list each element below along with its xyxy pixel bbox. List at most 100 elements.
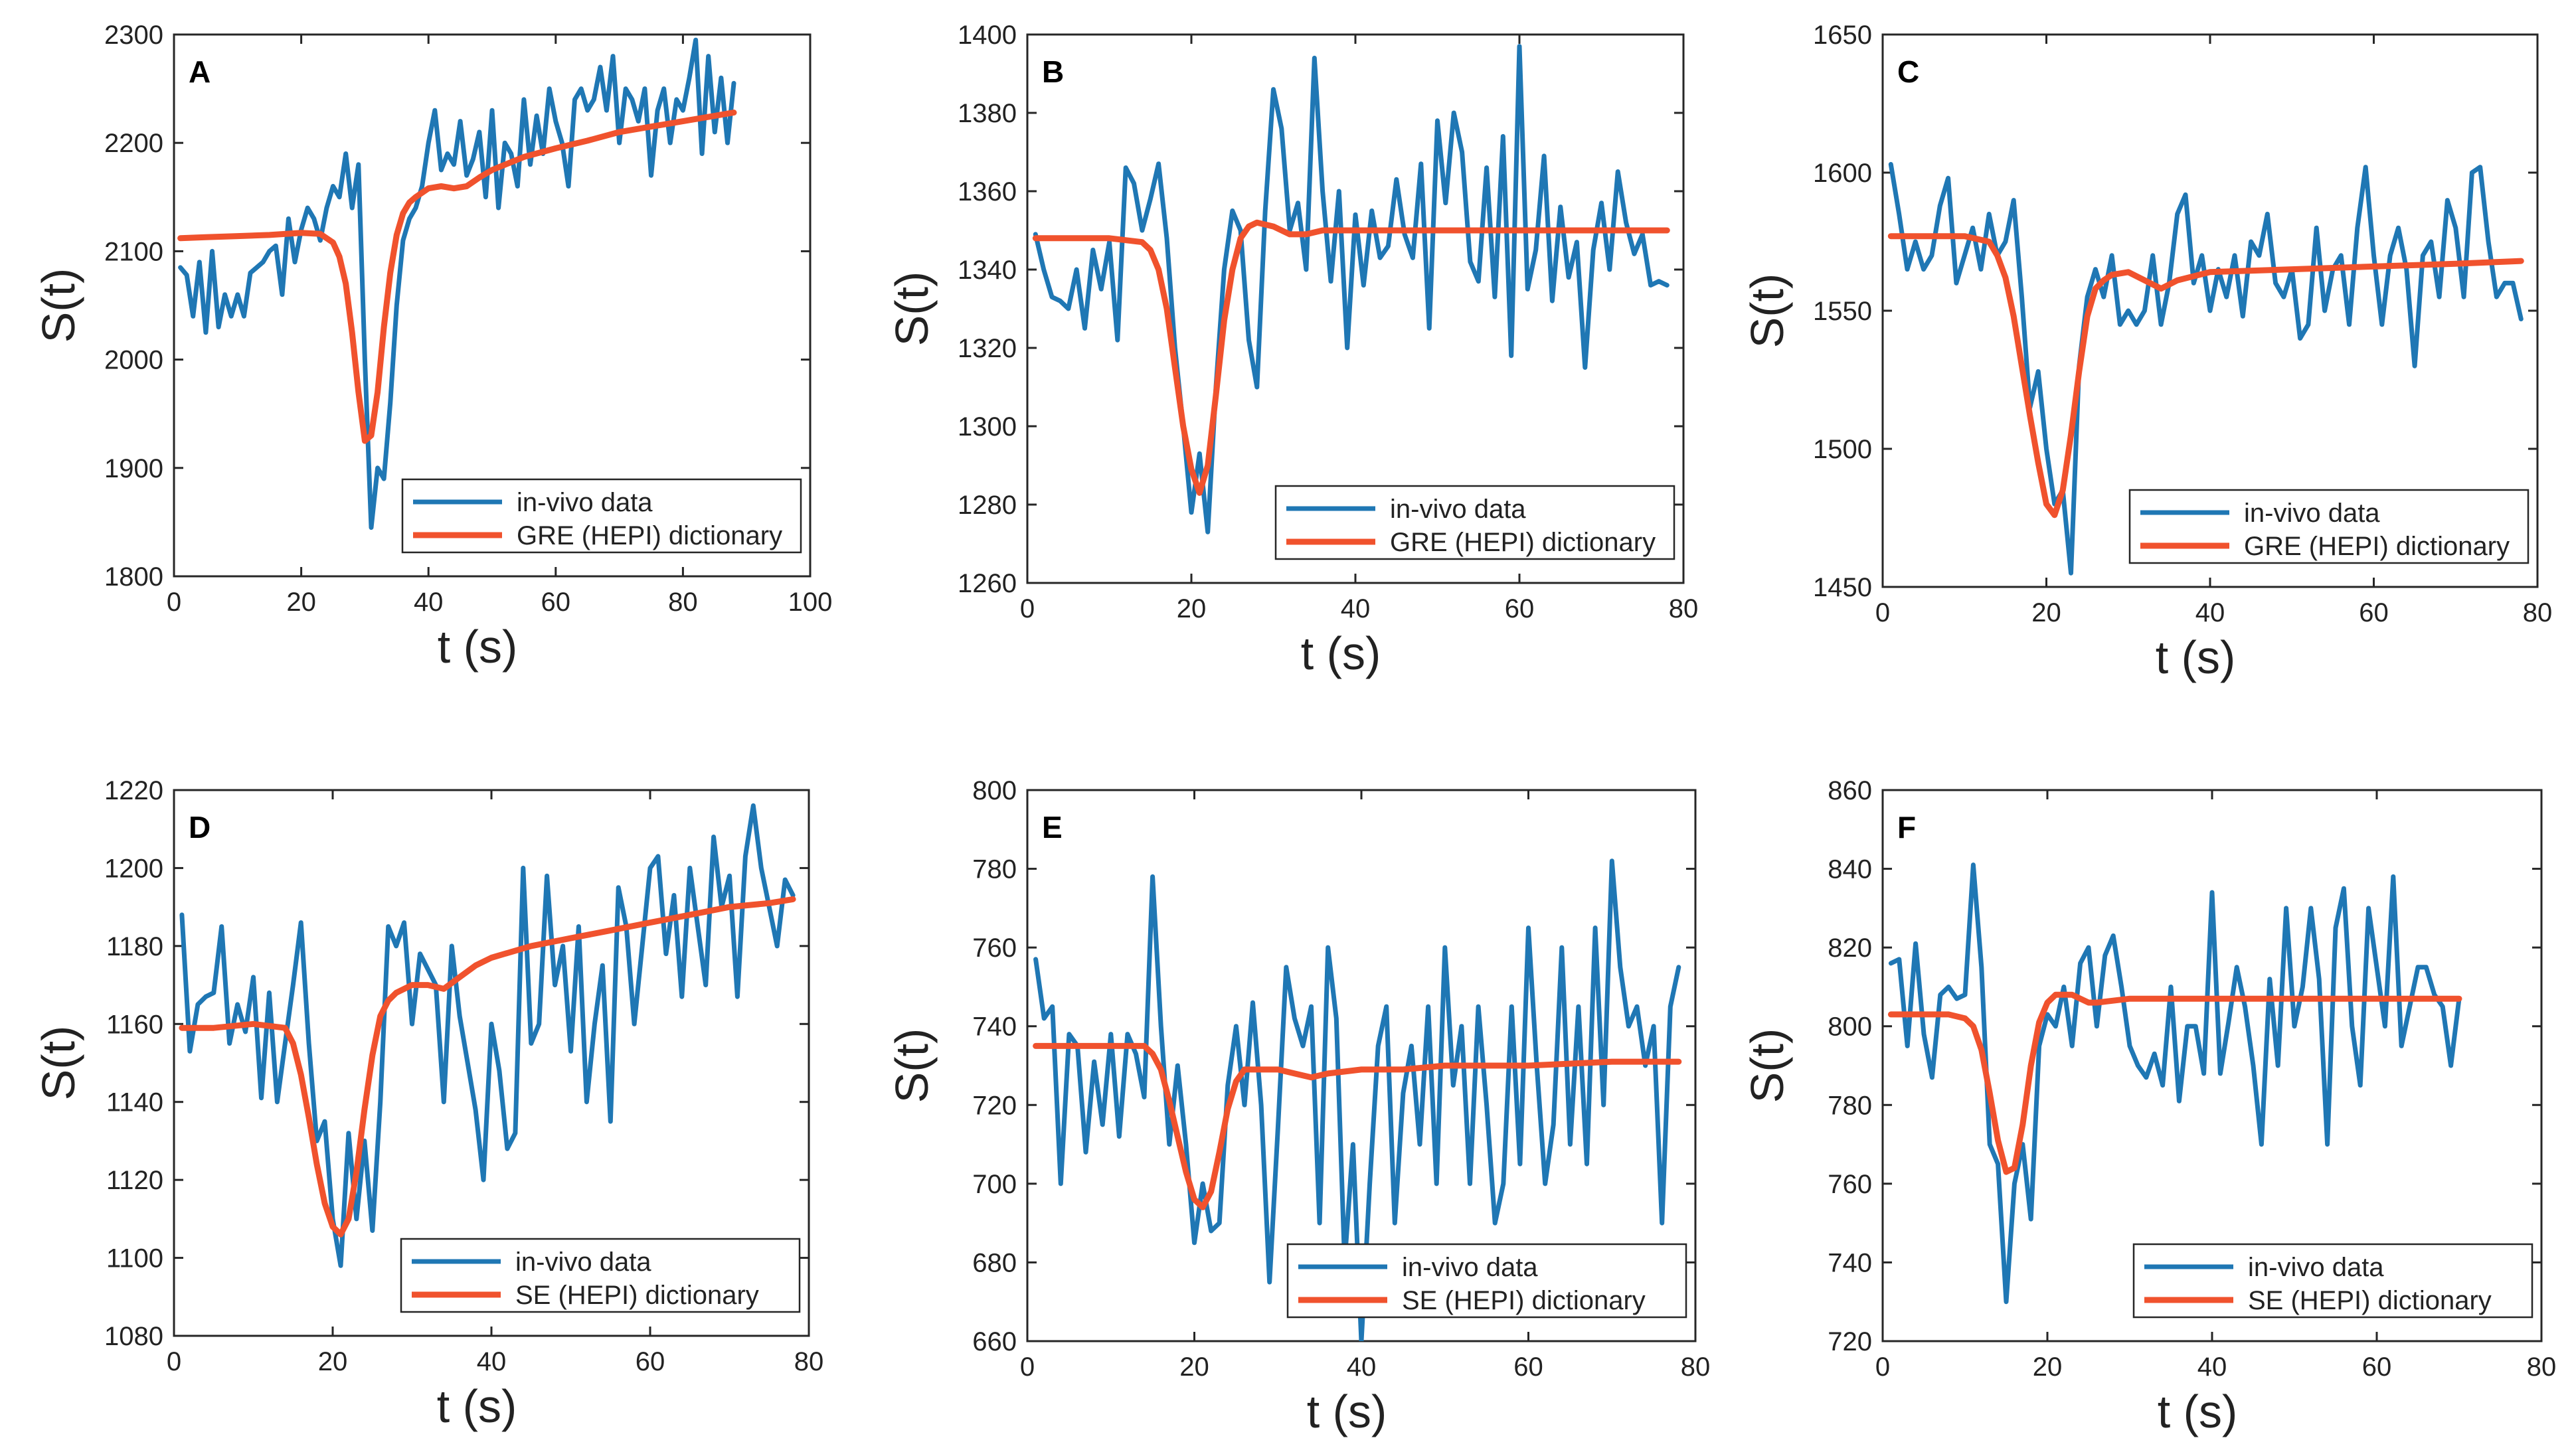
legend-entry: in-vivo data	[2248, 1253, 2384, 1282]
panel-c: 0 20 40 60 80 1450 1500 1550 1600 1650 t (s) S(t) Ci…	[1741, 21, 2552, 683]
fit-series-line	[177, 110, 737, 444]
fit-series-line	[1887, 233, 2524, 519]
y-axis-label: S(t)	[886, 272, 938, 347]
x-tick-label: 0	[167, 1347, 181, 1376]
y-tick-label: 2000	[104, 346, 163, 375]
y-tick-label: 680	[972, 1248, 1017, 1277]
data-series-line	[1033, 858, 1681, 1341]
y-tick-label: 1280	[958, 491, 1017, 520]
y-tick-label: 1600	[1813, 159, 1872, 188]
x-tick-label: 60	[1513, 1352, 1543, 1382]
y-tick-label: 1160	[106, 1010, 163, 1039]
y-tick-label: 1800	[104, 562, 163, 592]
legend: in-vivo data GRE (HEPI) dictionary	[2128, 489, 2529, 564]
panel-label: A	[189, 54, 211, 89]
fit-series-line	[179, 896, 796, 1238]
panel-label: E	[1042, 810, 1063, 845]
x-tick-label: 60	[541, 588, 571, 617]
legend-entry: in-vivo data	[515, 1248, 651, 1277]
x-tick-label: 20	[2033, 1352, 2063, 1382]
y-axis-label: S(t)	[33, 268, 84, 343]
x-axis-label: t (s)	[437, 1380, 517, 1432]
legend-box	[1274, 485, 1675, 560]
y-tick-label: 2100	[104, 237, 163, 266]
y-tick-label: 1450	[1813, 573, 1872, 602]
x-tick-label: 60	[1505, 594, 1535, 623]
legend-entry: in-vivo data	[1390, 495, 1526, 524]
legend-entry: SE (HEPI) dictionary	[2248, 1286, 2492, 1315]
legend: in-vivo data GRE (HEPI) dictionary	[1274, 485, 1675, 560]
legend: in-vivo data SE (HEPI) dictionary	[400, 1238, 801, 1313]
legend: in-vivo data SE (HEPI) dictionary	[2132, 1243, 2533, 1319]
legend-entry: in-vivo data	[1402, 1253, 1538, 1282]
panel-a: 0 20 40 60 80 100 1800 1900 2000 2100 2200 2300 t (s…	[33, 21, 832, 673]
legend-box	[400, 1238, 801, 1313]
legend: in-vivo data GRE (HEPI) dictionary	[401, 478, 802, 554]
y-tick-label: 740	[1828, 1248, 1872, 1277]
panel-label: D	[189, 810, 211, 845]
y-tick-label: 660	[972, 1327, 1017, 1356]
panel-label: C	[1897, 54, 1919, 89]
y-tick-label: 1080	[104, 1322, 163, 1351]
y-axis-label: S(t)	[33, 1026, 84, 1101]
panel-label: F	[1897, 810, 1916, 845]
x-axis-label: t (s)	[2158, 1386, 2238, 1437]
y-tick-label: 1550	[1813, 297, 1872, 326]
x-tick-label: 80	[2527, 1352, 2557, 1382]
data-series-line	[178, 37, 736, 530]
legend-entry: GRE (HEPI) dictionary	[2244, 532, 2510, 561]
legend-entry: in-vivo data	[517, 488, 653, 517]
panel-b: 0 20 40 60 80 1260 1280 1300 1320 1340 1360 1380 140…	[886, 21, 1698, 679]
y-axis-label: S(t)	[1741, 1028, 1793, 1103]
x-tick-label: 40	[2197, 1352, 2227, 1382]
y-tick-label: 760	[972, 933, 1017, 963]
legend: in-vivo data SE (HEPI) dictionary	[1286, 1243, 1687, 1319]
y-tick-label: 1140	[106, 1088, 163, 1117]
panel-f: 0 20 40 60 80 720 740 760 780 800 820 840 860 t (s) S(…	[1741, 776, 2556, 1437]
x-tick-label: 80	[668, 588, 698, 617]
data-series-line	[1033, 44, 1670, 534]
x-tick-label: 40	[414, 588, 444, 617]
y-tick-label: 1400	[958, 21, 1017, 50]
y-tick-label: 720	[1828, 1327, 1872, 1356]
y-tick-label: 1360	[958, 177, 1017, 206]
y-tick-label: 1500	[1813, 435, 1872, 464]
x-tick-label: 20	[1179, 1352, 1209, 1382]
x-tick-label: 20	[2031, 598, 2061, 627]
y-tick-label: 1180	[106, 932, 163, 961]
y-tick-label: 1120	[106, 1166, 163, 1195]
y-tick-label: 860	[1828, 776, 1872, 805]
y-tick-label: 1320	[958, 334, 1017, 363]
x-tick-label: 40	[2195, 598, 2225, 627]
y-tick-label: 1380	[958, 99, 1017, 128]
y-axis-label: S(t)	[886, 1028, 938, 1103]
x-tick-label: 100	[788, 588, 833, 617]
fit-series-line	[1033, 1042, 1682, 1210]
y-tick-label: 1100	[106, 1244, 163, 1273]
legend-entry: GRE (HEPI) dictionary	[1390, 528, 1656, 557]
fit-series-line	[1032, 219, 1670, 496]
x-axis-label: t (s)	[1301, 627, 1381, 679]
legend-box	[401, 478, 802, 554]
y-tick-label: 840	[1828, 855, 1872, 884]
legend-entry: GRE (HEPI) dictionary	[517, 521, 782, 550]
x-tick-label: 60	[2362, 1352, 2392, 1382]
y-tick-label: 2300	[104, 21, 163, 50]
y-tick-label: 1220	[104, 776, 163, 805]
y-tick-label: 1340	[958, 256, 1017, 285]
y-tick-label: 760	[1828, 1170, 1872, 1199]
y-tick-label: 1650	[1813, 21, 1872, 50]
legend-entry: in-vivo data	[2244, 499, 2380, 528]
x-tick-label: 40	[1347, 1352, 1377, 1382]
legend-entry: SE (HEPI) dictionary	[515, 1281, 759, 1310]
x-axis-label: t (s)	[438, 621, 518, 673]
y-tick-label: 800	[972, 776, 1017, 805]
x-tick-label: 60	[2359, 598, 2389, 627]
x-tick-label: 0	[1875, 1352, 1890, 1382]
x-tick-label: 0	[1020, 594, 1035, 623]
legend-box	[2128, 489, 2529, 564]
y-tick-label: 800	[1828, 1012, 1872, 1042]
x-tick-label: 20	[1177, 594, 1207, 623]
panel-d: 0 20 40 60 80 1080 1100 1120 1140 1160 1180 1200 122…	[33, 776, 823, 1432]
